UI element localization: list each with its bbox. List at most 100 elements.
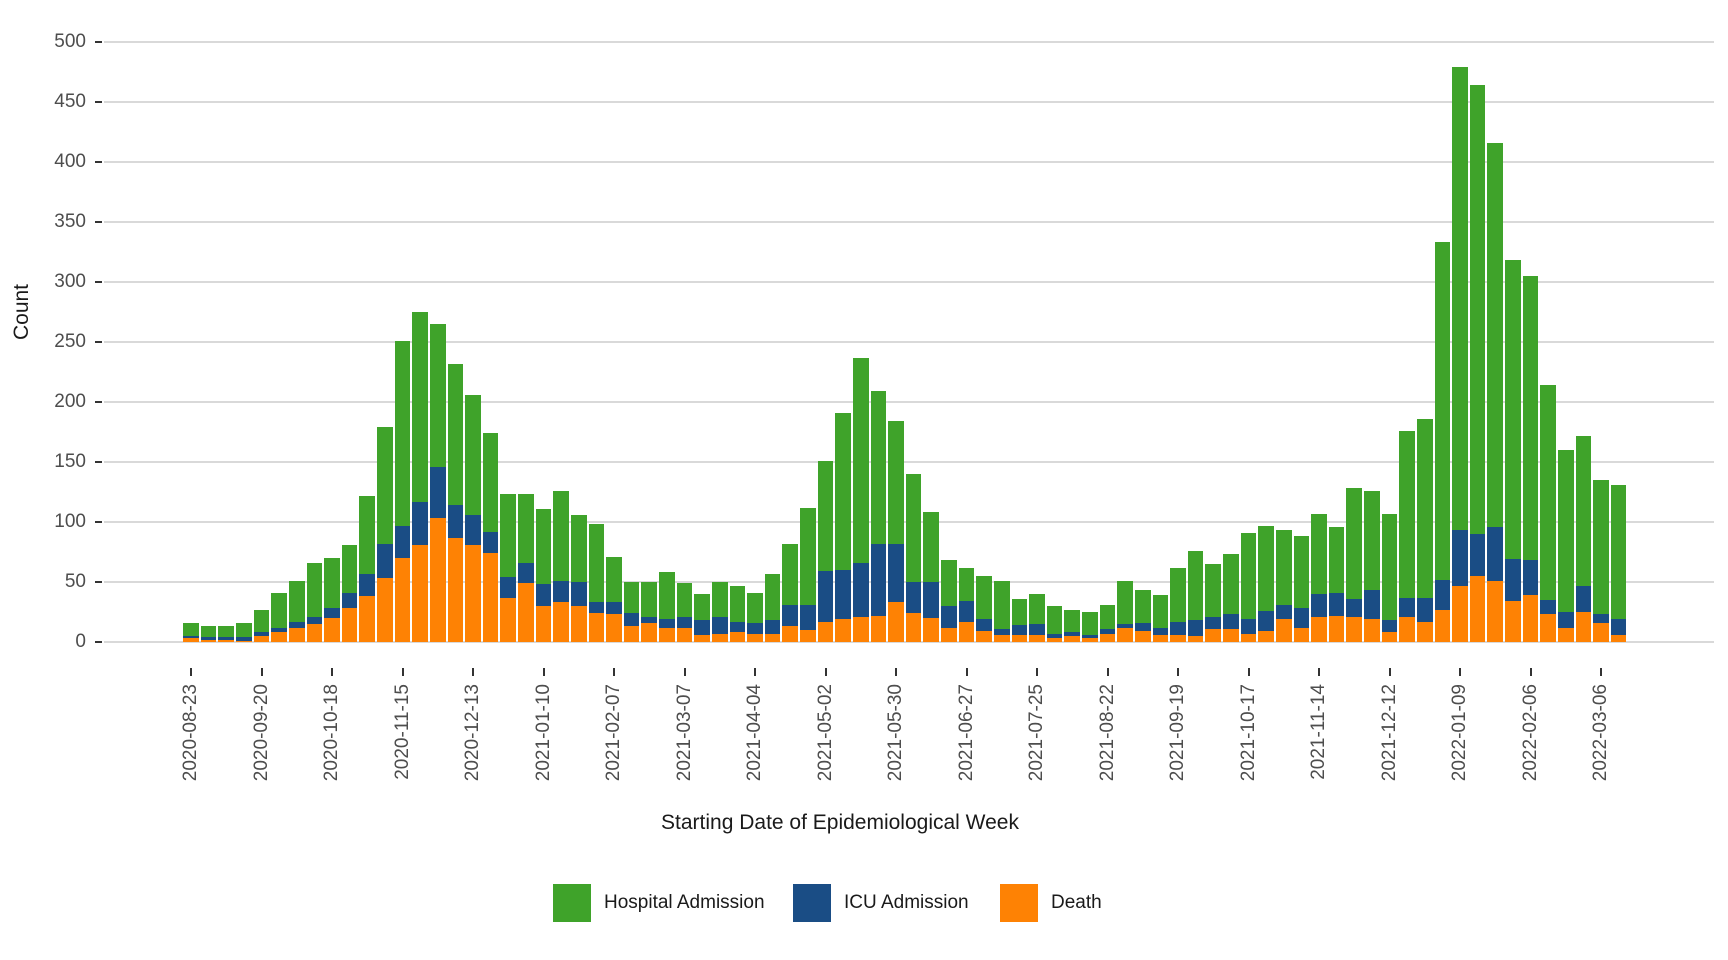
bar-segment-hospital	[518, 494, 534, 563]
x-tick-mark	[895, 668, 897, 676]
bar-segment-death	[1134, 631, 1151, 642]
bar-2022-02-20	[1557, 450, 1574, 642]
bar-2020-11-15	[394, 340, 411, 642]
bar-segment-death	[1328, 615, 1345, 642]
bar-segment-icu	[905, 582, 922, 614]
bar-segment-icu	[553, 580, 569, 603]
bar-segment-icu	[976, 619, 992, 632]
x-tick-label-2020-09-20: 2020-09-20	[250, 684, 272, 782]
bar-segment-death	[412, 544, 428, 642]
bar-segment-icu	[1575, 585, 1592, 612]
bar-segment-death	[1346, 616, 1363, 642]
bar-segment-hospital	[236, 622, 252, 638]
bar-segment-hospital	[1187, 550, 1204, 621]
bar-2021-06-20	[941, 560, 957, 642]
bar-segment-death	[1099, 633, 1116, 642]
bar-segment-icu	[518, 562, 534, 584]
bar-2021-11-21	[1328, 526, 1345, 642]
bar-segment-icu	[183, 635, 199, 639]
bar-2020-09-20	[253, 609, 270, 642]
bar-2022-02-06	[1522, 276, 1539, 642]
bar-segment-hospital	[394, 340, 411, 526]
bar-2021-04-04	[747, 592, 763, 642]
bar-2021-05-23	[870, 391, 887, 642]
bar-segment-icu	[1223, 614, 1239, 629]
bar-2020-08-23	[183, 622, 199, 642]
x-tick-label-2021-10-17: 2021-10-17	[1237, 684, 1259, 782]
bar-segment-death	[271, 632, 287, 642]
bar-2022-01-02	[1434, 242, 1451, 642]
bar-segment-icu	[1275, 604, 1292, 620]
bar-segment-death	[923, 617, 940, 642]
bar-segment-death	[1082, 638, 1098, 642]
bar-segment-icu	[817, 571, 834, 622]
y-tick-label-0: 0	[75, 631, 86, 652]
bar-segment-death	[676, 627, 693, 642]
bar-segment-hospital	[711, 582, 728, 617]
bar-segment-hospital	[412, 312, 428, 502]
bar-2021-08-29	[1117, 580, 1133, 642]
x-tick-label-2021-06-27: 2021-06-27	[955, 684, 977, 782]
x-tick-mark	[613, 668, 615, 676]
x-tick-label-2021-11-14: 2021-11-14	[1308, 684, 1329, 780]
bar-segment-icu	[1134, 622, 1151, 632]
bar-segment-icu	[412, 501, 428, 545]
y-tick-mark	[95, 461, 102, 463]
bar-2020-11-01	[359, 495, 376, 642]
y-tick-mark	[95, 641, 102, 643]
y-tick-label-450: 450	[54, 91, 86, 112]
x-tick-label-2021-07-25: 2021-07-25	[1026, 684, 1047, 782]
bar-segment-death	[288, 627, 305, 642]
bar-2020-09-06	[218, 626, 235, 642]
bar-2020-12-13	[465, 394, 481, 642]
bar-segment-icu	[1452, 530, 1468, 586]
bar-segment-death	[1187, 635, 1204, 642]
bar-segment-hospital	[835, 412, 851, 570]
bar-segment-hospital	[888, 421, 904, 544]
x-tick-label-2021-04-04: 2021-04-04	[744, 684, 765, 782]
bar-segment-hospital	[1540, 385, 1556, 600]
x-tick-label-2020-08-23: 2020-08-23	[180, 684, 201, 782]
bar-segment-icu	[747, 622, 763, 634]
bar-2021-06-13	[923, 512, 940, 642]
bar-segment-hospital	[1011, 598, 1028, 626]
bar-2021-01-24	[570, 514, 587, 642]
bar-segment-death	[1117, 627, 1133, 642]
bar-segment-icu	[1082, 634, 1098, 639]
bar-2020-11-22	[412, 312, 428, 642]
bar-segment-icu	[1399, 597, 1415, 617]
x-tick-label-2021-01-10: 2021-01-10	[532, 684, 554, 782]
bar-segment-death	[324, 617, 340, 642]
gridline-350	[104, 221, 1714, 223]
bar-segment-death	[993, 634, 1010, 642]
gridline-200	[104, 401, 1714, 403]
bar-segment-icu	[200, 637, 217, 640]
bar-segment-hospital	[817, 460, 834, 572]
bar-segment-death	[641, 622, 658, 642]
bar-2021-04-11	[764, 573, 781, 642]
y-tick-label-200: 200	[54, 391, 86, 412]
bar-2021-08-15	[1082, 612, 1098, 642]
bar-segment-death	[341, 608, 358, 642]
x-tick-mark	[1177, 668, 1179, 676]
x-tick-mark	[965, 668, 968, 676]
bar-segment-death	[835, 619, 851, 642]
bar-segment-death	[1152, 634, 1169, 642]
bar-segment-death	[588, 613, 605, 642]
bar-segment-death	[1205, 628, 1222, 642]
bar-2021-03-14	[694, 594, 710, 642]
bar-segment-icu	[1416, 597, 1433, 622]
bar-2022-01-30	[1505, 260, 1521, 642]
bar-segment-hospital	[429, 324, 446, 467]
x-tick-label-2021-05-02: 2021-05-02	[814, 684, 836, 782]
bar-segment-icu	[570, 581, 587, 606]
bar-2022-01-09	[1452, 67, 1468, 642]
bar-segment-death	[1293, 627, 1310, 642]
bar-2020-08-30	[200, 626, 217, 642]
bar-segment-death	[941, 627, 957, 642]
bar-segment-hospital	[747, 592, 763, 623]
x-tick-mark	[542, 668, 545, 676]
x-axis-title: Starting Date of Epidemiological Week	[661, 811, 1019, 834]
bar-segment-icu	[764, 620, 781, 634]
bar-segment-death	[764, 633, 781, 642]
